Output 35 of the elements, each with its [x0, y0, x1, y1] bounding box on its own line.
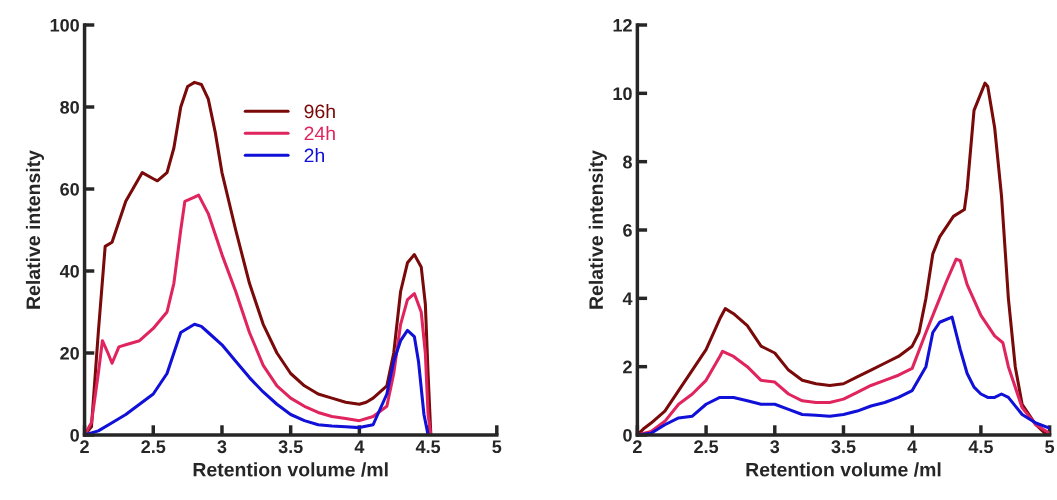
x-tick-label: 2 — [80, 440, 89, 453]
x-tick-label: 2 — [632, 440, 642, 453]
x-tick-label: 5 — [1045, 440, 1055, 454]
y-tick-label: 8 — [623, 155, 632, 169]
y-tick-label: 10 — [613, 87, 632, 101]
x-axis-title: Retention volume /ml — [746, 462, 941, 477]
legend-label: 2h — [304, 148, 324, 163]
x-tick-label: 4.5 — [968, 440, 993, 454]
y-tick-label: 40 — [59, 264, 79, 278]
x-tick-label: 4 — [907, 440, 918, 453]
x-tick-label: 2.5 — [694, 440, 719, 454]
x-tick-label: 4.5 — [415, 440, 441, 454]
x-tick-label: 5 — [492, 440, 502, 454]
y-tick-label: 20 — [60, 346, 79, 360]
y-tick-label: 100 — [50, 18, 79, 32]
y-tick-label: 12 — [613, 18, 632, 32]
y-tick-label: 60 — [60, 182, 79, 196]
x-axis-title: Retention volume /ml — [193, 462, 388, 477]
legend-label: 24h — [304, 126, 335, 141]
x-tick-label: 3.5 — [831, 440, 856, 454]
y-tick-label: 0 — [70, 428, 79, 442]
line-series — [84, 193, 433, 435]
y-tick-label: 4 — [622, 292, 633, 305]
y-tick-label: 6 — [623, 223, 632, 237]
y-tick-label: 0 — [623, 428, 632, 442]
x-tick-label: 4 — [354, 440, 365, 453]
x-tick-label: 3 — [217, 440, 227, 454]
x-tick-label: 3 — [770, 440, 780, 454]
y-axis-title: Relative intensity — [588, 150, 607, 309]
y-axis-title: Relative intensity — [25, 150, 45, 309]
x-tick-label: 2.5 — [141, 440, 166, 454]
y-tick-label: 80 — [60, 100, 79, 114]
x-tick-label: 3.5 — [278, 440, 303, 454]
y-tick-label: 2 — [623, 360, 632, 374]
legend-label: 96h — [304, 104, 335, 119]
